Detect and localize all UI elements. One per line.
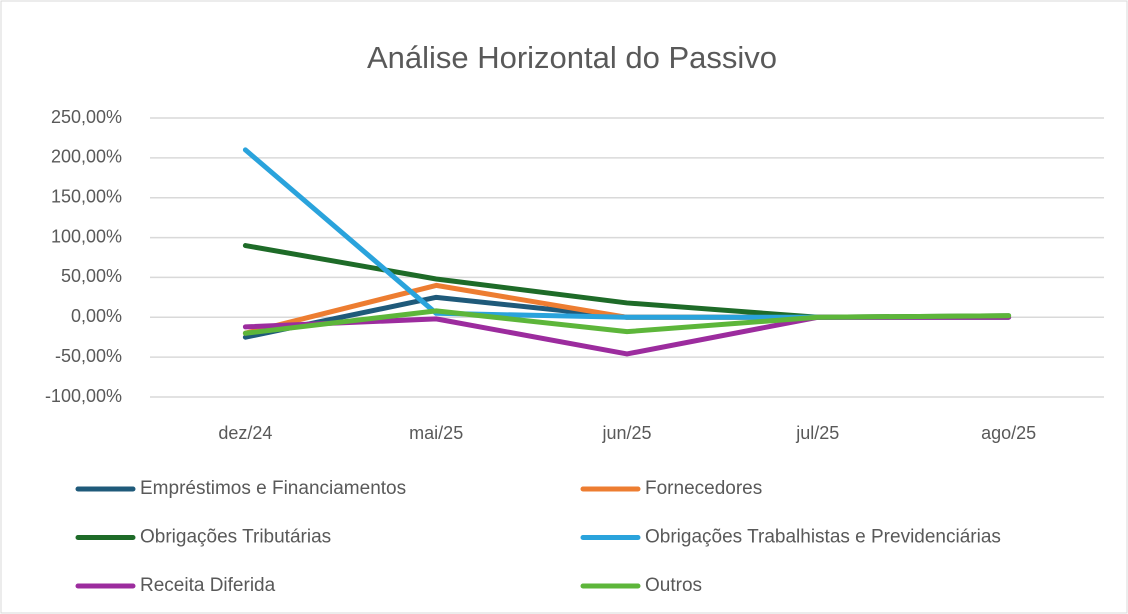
legend-label: Outros bbox=[645, 575, 702, 596]
legend-label: Fornecedores bbox=[645, 478, 762, 499]
y-tick-label: 100,00% bbox=[51, 226, 122, 246]
x-tick-label: ago/25 bbox=[981, 423, 1036, 443]
y-tick-label: 200,00% bbox=[51, 147, 122, 167]
legend-label: Receita Diferida bbox=[140, 575, 276, 596]
y-tick-label: 250,00% bbox=[51, 107, 122, 127]
y-tick-label: -50,00% bbox=[55, 346, 122, 366]
y-tick-label: 0,00% bbox=[71, 306, 122, 326]
chart-title: Análise Horizontal do Passivo bbox=[367, 40, 777, 75]
series-line bbox=[242, 308, 1012, 336]
x-tick-label: dez/24 bbox=[218, 423, 272, 443]
x-tick-label: mai/25 bbox=[409, 423, 463, 443]
legend-label: Obrigações Trabalhistas e Previdenciária… bbox=[645, 527, 1001, 548]
legend-label: Empréstimos e Financiamentos bbox=[140, 478, 406, 499]
legend-label: Obrigações Tributárias bbox=[140, 527, 331, 548]
y-tick-label: 50,00% bbox=[61, 266, 122, 286]
x-tick-label: jul/25 bbox=[795, 423, 839, 443]
y-tick-label: -100,00% bbox=[45, 386, 122, 406]
y-tick-label: 150,00% bbox=[51, 186, 122, 206]
x-tick-label: jun/25 bbox=[601, 423, 651, 443]
